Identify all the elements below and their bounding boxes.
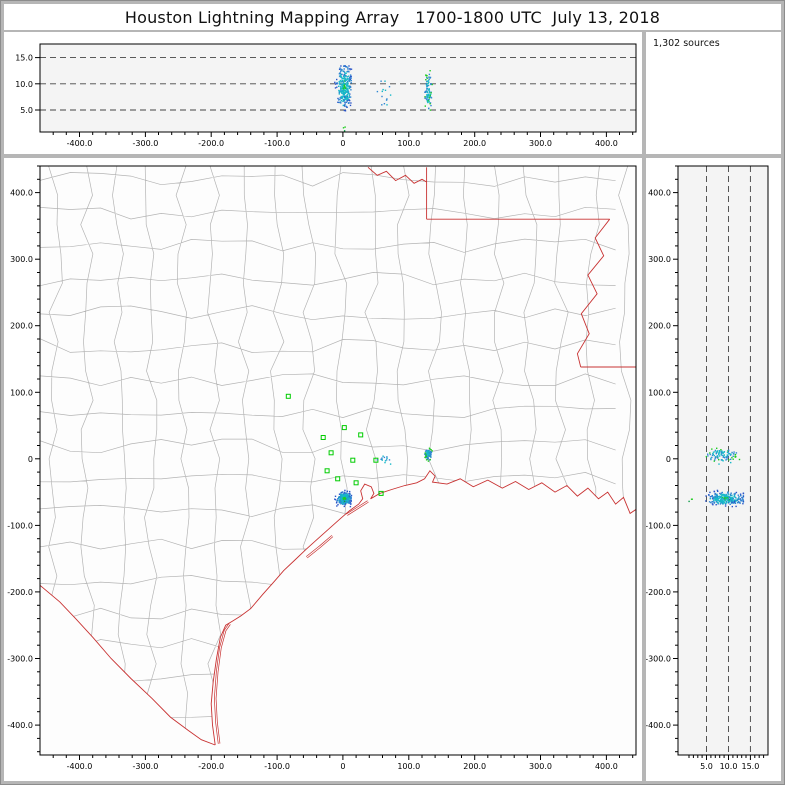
svg-text:200.0: 200.0 [10,322,33,331]
svg-text:-200.0: -200.0 [7,588,33,597]
svg-text:100.0: 100.0 [397,139,420,148]
svg-text:0: 0 [666,455,671,464]
svg-text:-400.0: -400.0 [646,721,671,730]
svg-text:-300.0: -300.0 [7,655,33,664]
page-title: Houston Lightning Mapping Array 1700-180… [4,4,781,30]
svg-text:0: 0 [340,139,345,148]
svg-text:-400.0: -400.0 [67,762,93,771]
altitude-vs-eastwest-plot: -400.0 -300.0 -200.0 -100.0 0 100.0 200.0 300.0… [15,43,637,148]
svg-text:400.0: 400.0 [595,139,618,148]
svg-text:10.0: 10.0 [15,80,33,89]
svg-text:400.0: 400.0 [648,189,671,198]
svg-text:100.0: 100.0 [10,388,33,397]
svg-text:15.0: 15.0 [741,762,759,771]
altitude-vs-northsouth-panel: 5.0 10.0 15.0 400.0 300.0 200.0 100.0 0 -100.0 -2… [646,158,781,781]
svg-text:10.0: 10.0 [720,762,738,771]
svg-text:-300.0: -300.0 [646,655,671,664]
svg-text:300.0: 300.0 [529,762,552,771]
svg-text:200.0: 200.0 [463,139,486,148]
svg-text:300.0: 300.0 [10,255,33,264]
svg-text:-100.0: -100.0 [7,521,33,530]
svg-text:-200.0: -200.0 [198,139,224,148]
plan-view-map-plot: -400.0 -300.0 -200.0 -100.0 0 100.0 200.0 300.0… [7,165,637,771]
svg-text:400.0: 400.0 [595,762,618,771]
svg-text:300.0: 300.0 [529,139,552,148]
svg-text:-200.0: -200.0 [646,588,671,597]
altitude-vs-northsouth-plot: 5.0 10.0 15.0 400.0 300.0 200.0 100.0 0 -100.0 -2… [646,165,769,771]
svg-text:-100.0: -100.0 [264,139,290,148]
svg-text:0: 0 [340,762,345,771]
svg-text:-100.0: -100.0 [264,762,290,771]
svg-text:100.0: 100.0 [397,762,420,771]
svg-text:-100.0: -100.0 [646,521,671,530]
svg-text:200.0: 200.0 [648,322,671,331]
altitude-vs-eastwest-panel: -400.0 -300.0 -200.0 -100.0 0 100.0 200.0 300.0… [4,32,642,154]
svg-text:200.0: 200.0 [463,762,486,771]
svg-text:300.0: 300.0 [648,255,671,264]
svg-text:5.0: 5.0 [700,762,713,771]
plan-view-map-panel: -400.0 -300.0 -200.0 -100.0 0 100.0 200.0 300.0… [4,158,642,781]
sources-count-label: 1,302 sources [646,32,781,154]
svg-text:15.0: 15.0 [15,54,33,63]
svg-text:-400.0: -400.0 [67,139,93,148]
svg-text:5.0: 5.0 [20,106,33,115]
svg-text:400.0: 400.0 [10,189,33,198]
svg-text:0: 0 [28,455,33,464]
svg-text:100.0: 100.0 [648,388,671,397]
svg-text:-400.0: -400.0 [7,721,33,730]
svg-text:-200.0: -200.0 [198,762,224,771]
svg-text:-300.0: -300.0 [133,139,159,148]
svg-text:-300.0: -300.0 [133,762,159,771]
